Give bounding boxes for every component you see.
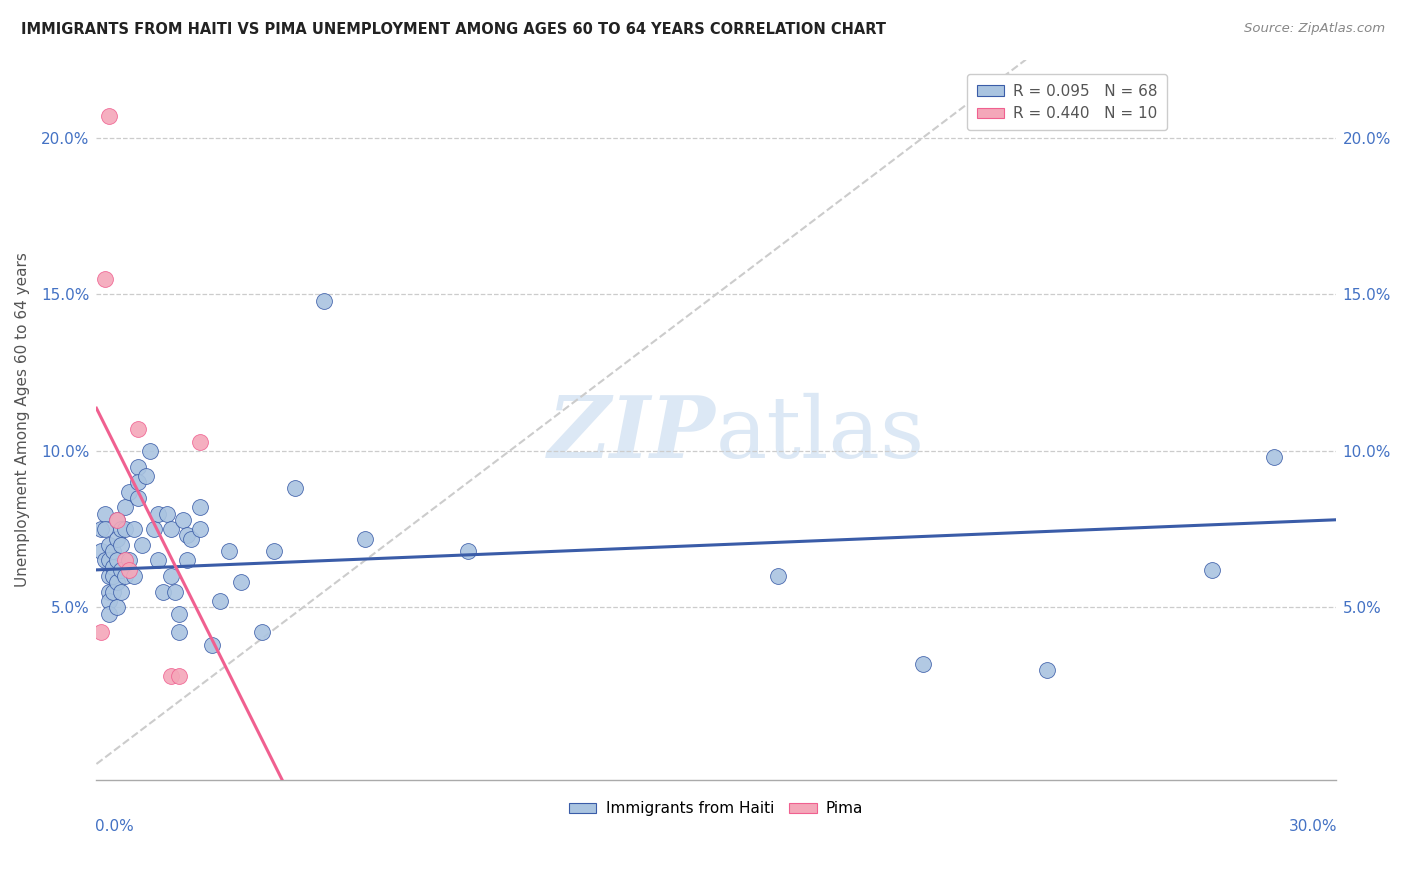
Point [118,484,141,499]
Point [90,544,112,558]
Point [105,600,128,615]
Point [97,594,120,608]
Point [229,575,252,590]
Point [167,669,190,683]
Point [101,584,124,599]
Point [101,544,124,558]
Point [110,522,132,536]
Point [180,532,202,546]
Point [93,553,115,567]
Text: atlas: atlas [716,392,925,475]
Point [188,500,211,515]
Point [118,553,141,567]
Point [105,513,128,527]
Point [766,569,789,583]
Point [156,507,179,521]
Point [1035,663,1057,677]
Point [163,584,186,599]
Point [312,293,335,308]
Point [97,538,120,552]
Point [122,569,145,583]
Point [101,559,124,574]
Text: Source: ZipAtlas.com: Source: ZipAtlas.com [1244,22,1385,36]
Point [135,469,157,483]
Point [114,569,136,583]
Point [127,422,149,436]
Point [1201,563,1223,577]
Point [457,544,479,558]
Point [159,522,181,536]
Legend: Immigrants from Haiti, Pima: Immigrants from Haiti, Pima [562,795,869,822]
Point [97,607,120,621]
Point [159,569,181,583]
Point [139,444,162,458]
Point [105,513,128,527]
Point [152,584,174,599]
Point [1263,450,1285,465]
Point [114,522,136,536]
Text: ZIP: ZIP [548,392,716,475]
Point [172,513,194,527]
Point [354,532,377,546]
Text: 0.0%: 0.0% [96,819,134,834]
Point [101,569,124,583]
Point [90,625,112,640]
Point [250,625,273,640]
Point [97,569,120,583]
Point [143,522,166,536]
Point [188,434,211,449]
Point [105,553,128,567]
Point [131,538,153,552]
Point [93,271,115,285]
Point [201,638,224,652]
Point [97,584,120,599]
Point [284,482,307,496]
Point [218,544,240,558]
Point [93,522,115,536]
Point [148,553,170,567]
Point [176,528,198,542]
Point [114,500,136,515]
Point [114,553,136,567]
Point [911,657,934,671]
Point [127,475,149,490]
Text: IMMIGRANTS FROM HAITI VS PIMA UNEMPLOYMENT AMONG AGES 60 TO 64 YEARS CORRELATION: IMMIGRANTS FROM HAITI VS PIMA UNEMPLOYME… [21,22,886,37]
Point [110,538,132,552]
Point [122,522,145,536]
Point [167,607,190,621]
Point [176,553,198,567]
Point [148,507,170,521]
Text: 30.0%: 30.0% [1288,819,1337,834]
Point [90,522,112,536]
Point [127,491,149,505]
Point [110,584,132,599]
Y-axis label: Unemployment Among Ages 60 to 64 years: Unemployment Among Ages 60 to 64 years [15,252,30,587]
Point [93,507,115,521]
Point [105,532,128,546]
Point [263,544,285,558]
Point [127,459,149,474]
Point [110,563,132,577]
Point [118,563,141,577]
Point [209,594,232,608]
Point [97,553,120,567]
Point [159,669,181,683]
Point [105,575,128,590]
Point [97,109,120,123]
Point [188,522,211,536]
Point [167,625,190,640]
